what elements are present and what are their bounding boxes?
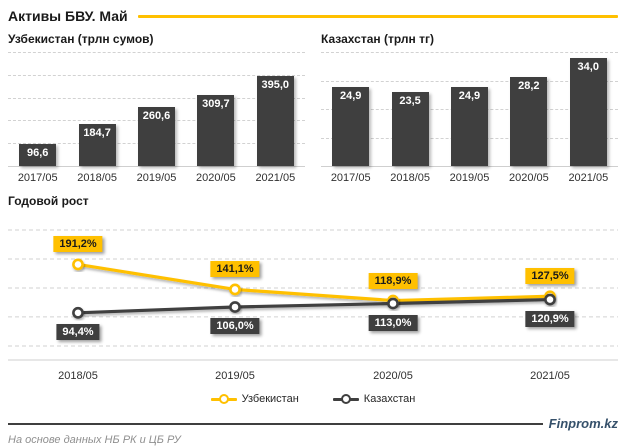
bar-xlabels: 2017/05 2018/05 2019/05 2020/05 2021/05 bbox=[321, 172, 618, 184]
bar-value-label: 28,2 bbox=[518, 79, 540, 92]
bar-2019/05: 24,9 bbox=[450, 87, 488, 166]
bar-group: 24,9 23,5 24,9 28,2 34,0 bbox=[321, 52, 618, 166]
panel-title: Узбекистан (трлн сумов) bbox=[8, 32, 154, 46]
data-label-Казахстан: 94,4% bbox=[56, 323, 100, 340]
data-point-marker bbox=[72, 258, 84, 271]
brand-logo: Finprom.kz bbox=[548, 416, 618, 431]
legend-label: Казахстан bbox=[363, 393, 416, 405]
bar-value-label: 96,6 bbox=[26, 146, 49, 159]
footer: Finprom.kz На основе данных НБ РК и ЦБ Р… bbox=[8, 416, 618, 446]
bar-value-label: 24,9 bbox=[458, 90, 481, 103]
x-axis-label: 2018/05 bbox=[390, 172, 430, 184]
data-label-Казахстан: 120,9% bbox=[525, 310, 575, 327]
source-note: На основе данных НБ РК и ЦБ РУ bbox=[8, 434, 181, 446]
x-axis-label: 2019/05 bbox=[215, 370, 255, 382]
gridline bbox=[8, 52, 305, 53]
x-axis-label: 2017/05 bbox=[17, 172, 58, 184]
bar-charts-row: Узбекистан (трлн сумов) 96,6 184,7 260,6 30… bbox=[8, 32, 618, 184]
legend-line-marker-icon bbox=[210, 394, 237, 404]
bar-value-label: 184,7 bbox=[83, 126, 111, 139]
bar-value-label: 24,9 bbox=[339, 90, 362, 103]
panel-title: Казахстан (трлн тг) bbox=[321, 32, 434, 46]
series-line-Казахстан bbox=[77, 297, 551, 315]
bar-value-label: 23,5 bbox=[399, 94, 421, 107]
data-label-Узбекистан: 191,2% bbox=[53, 236, 103, 253]
legend-line-marker-icon bbox=[332, 394, 359, 404]
data-label-Казахстан: 106,0% bbox=[210, 318, 260, 334]
series-line-Узбекистан bbox=[77, 262, 551, 303]
x-axis-label: 2017/05 bbox=[330, 172, 371, 184]
bar-plot: 96,6 184,7 260,6 309,7 395,0 bbox=[8, 52, 305, 167]
bar-xlabels: 2017/05 2018/05 2019/05 2020/05 2021/05 bbox=[8, 172, 305, 184]
gridline bbox=[8, 74, 305, 76]
line-chart-canvas bbox=[8, 229, 618, 361]
x-axis-label: 2018/05 bbox=[77, 172, 117, 184]
bar-2021/05: 34,0 bbox=[569, 58, 607, 166]
data-point-marker bbox=[229, 283, 241, 296]
kazakhstan-bar-panel: Казахстан (трлн тг) 24,9 23,5 24,9 28,2 34,0… bbox=[321, 32, 618, 184]
x-axis-label: 2021/05 bbox=[568, 172, 609, 184]
x-axis-label: 2021/05 bbox=[255, 172, 296, 184]
legend-item-uzbekistan: Узбекистан bbox=[210, 393, 299, 405]
data-label-Узбекистан: 118,9% bbox=[368, 272, 418, 289]
x-axis-label: 2021/05 bbox=[530, 370, 570, 382]
gridline bbox=[8, 97, 305, 99]
bar-value-label: 395,0 bbox=[261, 78, 290, 91]
gridline bbox=[321, 80, 618, 82]
legend-dot-icon bbox=[218, 394, 229, 404]
page-title: Активы БВУ. Май bbox=[8, 8, 128, 24]
footer-rule bbox=[8, 422, 543, 425]
x-axis-label: 2018/05 bbox=[58, 370, 98, 382]
bar-2019/05: 260,6 bbox=[137, 106, 175, 166]
growth-section-title: Годовой рост bbox=[8, 194, 89, 208]
legend-label: Узбекистан bbox=[241, 393, 299, 405]
uzbekistan-bar-panel: Узбекистан (трлн сумов) 96,6 184,7 260,6 30… bbox=[8, 32, 305, 184]
x-axis-label: 2019/05 bbox=[449, 172, 490, 184]
data-label-Узбекистан: 141,1% bbox=[210, 261, 260, 278]
legend-dot-icon bbox=[340, 394, 351, 404]
bar-2021/05: 395,0 bbox=[256, 75, 294, 166]
data-point-marker bbox=[544, 293, 556, 306]
bar-2017/05: 96,6 bbox=[19, 143, 57, 166]
bar-2018/05: 184,7 bbox=[78, 123, 116, 166]
bar-2020/05: 309,7 bbox=[197, 95, 235, 166]
bar-2017/05: 24,9 bbox=[332, 87, 370, 166]
data-point-marker bbox=[387, 297, 399, 310]
footer-rule-row: Finprom.kz bbox=[8, 416, 618, 431]
bar-value-label: 34,0 bbox=[577, 61, 599, 74]
bar-2020/05: 28,2 bbox=[510, 76, 548, 166]
gridline bbox=[321, 52, 618, 53]
legend: Узбекистан Казахстан bbox=[8, 390, 618, 408]
x-axis-label: 2019/05 bbox=[136, 172, 177, 184]
accent-rule bbox=[137, 14, 618, 18]
header: Активы БВУ. Май bbox=[8, 6, 618, 26]
bar-value-label: 309,7 bbox=[202, 98, 230, 111]
line-chart: 191,2% 141,1% 118,9% 127,5% 94,4% 106,0% 113,0… bbox=[8, 214, 618, 384]
bar-group: 96,6 184,7 260,6 309,7 395,0 bbox=[8, 52, 305, 166]
x-axis-label: 2020/05 bbox=[196, 172, 236, 184]
x-axis-label: 2020/05 bbox=[509, 172, 549, 184]
bar-2018/05: 23,5 bbox=[391, 91, 429, 166]
data-label-Казахстан: 113,0% bbox=[368, 314, 418, 331]
x-axis-label: 2020/05 bbox=[373, 370, 413, 382]
data-point-marker bbox=[229, 301, 241, 313]
bar-value-label: 260,6 bbox=[142, 109, 171, 122]
legend-item-kazakhstan: Казахстан bbox=[332, 393, 416, 405]
data-label-Узбекистан: 127,5% bbox=[525, 268, 575, 285]
data-point-marker bbox=[72, 306, 84, 319]
bar-plot: 24,9 23,5 24,9 28,2 34,0 bbox=[321, 52, 618, 167]
